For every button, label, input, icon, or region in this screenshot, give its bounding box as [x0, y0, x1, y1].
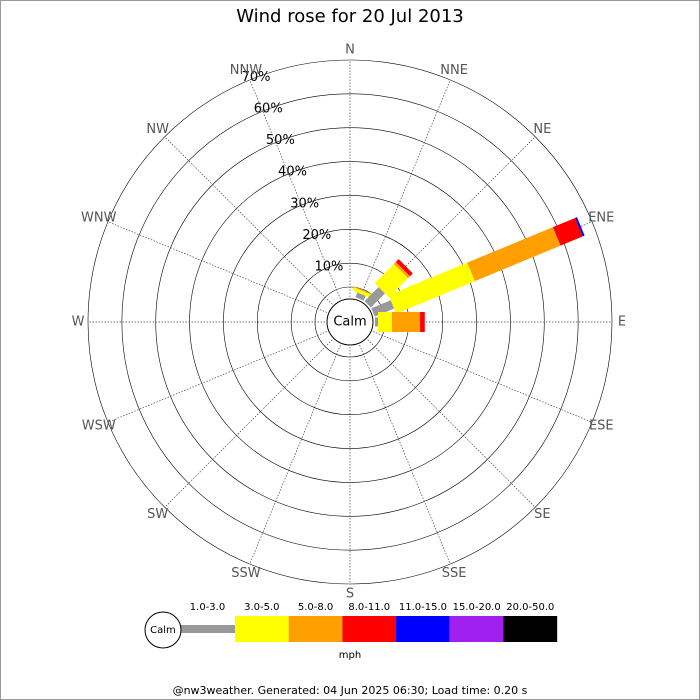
- direction-label: ESE: [589, 419, 614, 434]
- spoke: [372, 331, 593, 423]
- legend-unit: mph: [339, 650, 361, 661]
- spoke: [367, 339, 536, 508]
- legend-label: 15.0-20.0: [453, 602, 501, 613]
- direction-label: WNW: [81, 210, 117, 225]
- ring: [256, 228, 444, 416]
- legend-label: 5.0-8.0: [298, 602, 333, 613]
- r-tick-label: 30%: [290, 196, 319, 211]
- bar-segment: [388, 262, 475, 314]
- direction-label: SSW: [231, 566, 261, 581]
- legend-swatch: [288, 616, 343, 642]
- ring: [223, 195, 477, 449]
- bar-segment: [420, 312, 425, 332]
- spoke: [164, 339, 333, 508]
- bar-segment: [395, 259, 413, 277]
- legend-swatch: [180, 625, 235, 633]
- bar-segment: [352, 287, 373, 299]
- direction-label: NW: [146, 122, 169, 137]
- legend-label: 1.0-3.0: [190, 602, 225, 613]
- r-tick-label: 50%: [266, 133, 295, 148]
- calm-circle: [326, 298, 374, 346]
- chart-title: Wind rose for 20 Jul 2013: [236, 6, 464, 27]
- legend-swatch: [449, 616, 504, 642]
- legend-label: 11.0-15.0: [399, 602, 447, 613]
- direction-label: E: [618, 315, 626, 330]
- bar-segment: [374, 263, 409, 298]
- footer: @nw3weather. Generated: 04 Jun 2025 06:3…: [173, 684, 528, 697]
- calm-label: Calm: [333, 315, 366, 330]
- bar-segment: [378, 312, 392, 332]
- legend-swatch: [235, 616, 289, 642]
- bar-segment: [393, 262, 410, 279]
- r-tick-label: 20%: [302, 228, 331, 243]
- legend-swatch: [503, 616, 558, 642]
- direction-label: NNE: [440, 63, 468, 78]
- ring: [121, 93, 579, 551]
- bar-segment: [364, 287, 385, 308]
- legend-label: 8.0-11.0: [348, 602, 390, 613]
- direction-label: NNW: [230, 63, 262, 78]
- bar-segment: [467, 227, 561, 282]
- r-tick-label: 60%: [254, 102, 283, 117]
- direction-label: SE: [534, 507, 550, 522]
- direction-label: S: [346, 587, 354, 602]
- spoke: [164, 136, 333, 305]
- spoke: [249, 79, 341, 300]
- direction-label: ENE: [588, 210, 614, 225]
- direction-label: SW: [147, 507, 168, 522]
- direction-label: WSW: [82, 419, 116, 434]
- spoke: [249, 344, 341, 565]
- direction-label: NE: [533, 122, 551, 137]
- direction-label: W: [72, 315, 85, 330]
- spoke: [359, 79, 451, 300]
- bar-segment: [355, 292, 366, 301]
- bar-segment: [552, 217, 583, 246]
- spoke: [359, 344, 451, 565]
- spoke: [107, 331, 328, 423]
- legend-calm-label: Calm: [150, 625, 176, 636]
- legend-swatch: [342, 616, 397, 642]
- direction-label: N: [345, 43, 355, 58]
- legend-label: 20.0-50.0: [506, 602, 554, 613]
- ring: [87, 59, 613, 585]
- legend-label: 3.0-5.0: [244, 602, 279, 613]
- r-tick-label: 40%: [278, 165, 307, 180]
- bar-segment: [375, 317, 379, 327]
- r-tick-label: 70%: [242, 70, 271, 85]
- legend-calm-circle: [144, 611, 182, 649]
- r-tick-label: 10%: [314, 260, 343, 275]
- legend-swatch: [396, 616, 450, 642]
- bar-segment: [391, 312, 421, 332]
- direction-label: SSE: [442, 566, 467, 581]
- bar-segment: [575, 217, 585, 237]
- spoke: [107, 221, 328, 313]
- bar-segment: [371, 300, 395, 317]
- bar-segment: [353, 286, 373, 295]
